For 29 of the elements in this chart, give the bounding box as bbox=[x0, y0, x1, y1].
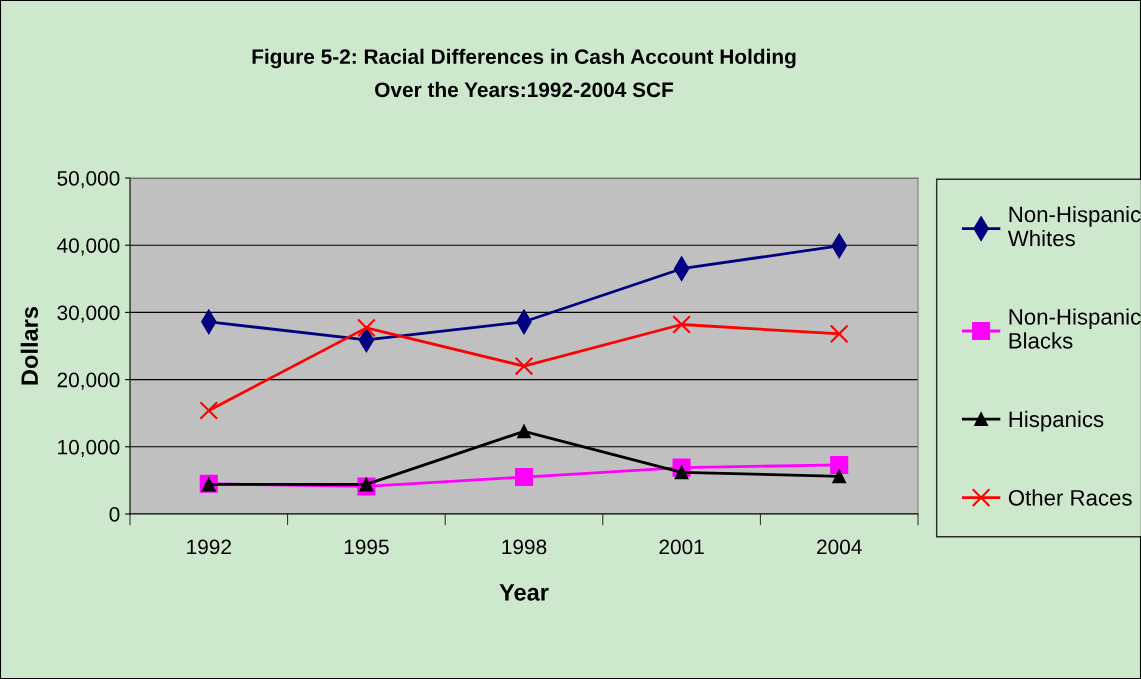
legend-label: Hispanics bbox=[1009, 410, 1104, 432]
chart-title: Figure 5-2: Racial Differences in Cash Account Holding Over the Years:1992-2004 SCF bbox=[252, 48, 796, 98]
point bbox=[832, 469, 847, 484]
point bbox=[517, 424, 531, 439]
x-tick-label: 2004 bbox=[817, 539, 862, 555]
y-tick-label: 0 bbox=[109, 507, 120, 522]
point bbox=[357, 318, 376, 338]
y-tick-label: 10,000 bbox=[58, 439, 120, 458]
point bbox=[674, 465, 689, 480]
y-axis-title: Dollars bbox=[20, 306, 39, 385]
x-tick-label: 1992 bbox=[187, 539, 231, 555]
legend-label: Other Races bbox=[1008, 489, 1132, 506]
y-tick-label: 30,000 bbox=[57, 305, 120, 323]
point bbox=[359, 477, 374, 492]
point bbox=[514, 356, 534, 376]
point bbox=[672, 315, 691, 334]
y-tick-label: 20,000 bbox=[57, 372, 120, 390]
legend-label: Non-Hispanic Whites bbox=[1007, 205, 1141, 247]
point bbox=[199, 401, 219, 420]
x-axis-title: Year bbox=[499, 584, 549, 601]
x-tick-label: 1998 bbox=[502, 539, 547, 555]
y-tick-label: 50,000 bbox=[57, 171, 120, 189]
x-tick-label: 1995 bbox=[344, 539, 389, 555]
point bbox=[829, 324, 849, 344]
y-tick-label: 40,000 bbox=[57, 238, 120, 256]
x-tick-label: 2001 bbox=[659, 539, 704, 555]
legend-label: Non-Hispanic Blacks bbox=[1009, 308, 1141, 349]
point bbox=[830, 455, 849, 474]
point bbox=[514, 468, 534, 487]
